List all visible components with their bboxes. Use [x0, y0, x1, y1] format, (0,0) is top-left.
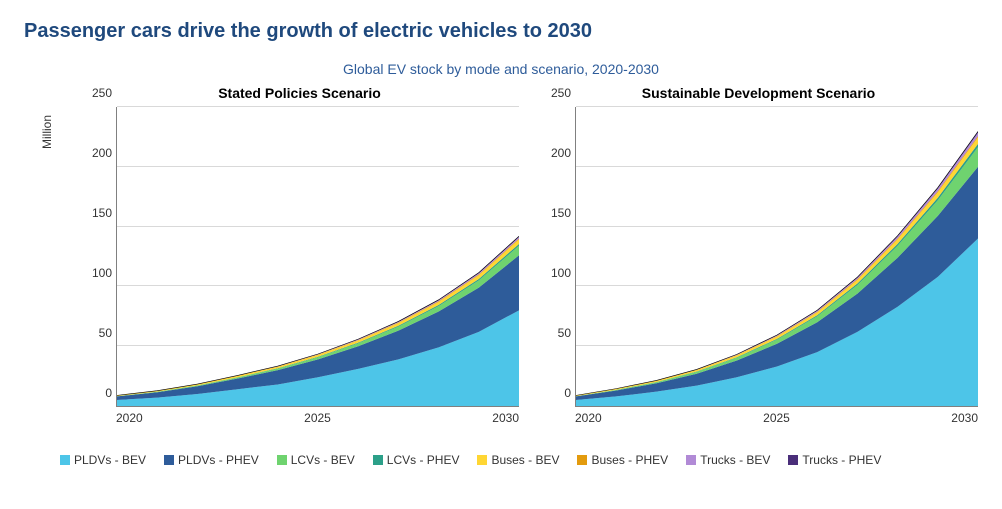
legend-swatch	[477, 455, 487, 465]
panel-left: Stated Policies Scenario 0 50 100 150 200 250 2…	[80, 85, 519, 427]
legend-label: Buses - BEV	[491, 453, 559, 467]
page-title: Passenger cars drive the growth of elect…	[24, 20, 978, 43]
panel-title: Sustainable Development Scenario	[539, 85, 978, 101]
ylabel-container: Million	[34, 85, 60, 139]
x-tick: 2025	[763, 411, 790, 425]
y-tick: 0	[105, 386, 112, 400]
legend-label: PLDVs - PHEV	[178, 453, 259, 467]
stacked-area-svg	[117, 107, 519, 406]
y-tick: 200	[92, 146, 112, 160]
y-tick: 0	[564, 386, 571, 400]
legend-label: LCVs - BEV	[291, 453, 355, 467]
legend-swatch	[60, 455, 70, 465]
legend-item: Buses - PHEV	[577, 453, 668, 467]
stacked-area-svg	[576, 107, 978, 406]
legend-label: PLDVs - BEV	[74, 453, 146, 467]
legend-item: LCVs - BEV	[277, 453, 355, 467]
legend-label: Trucks - PHEV	[802, 453, 881, 467]
plot-area	[575, 107, 978, 407]
legend-swatch	[277, 455, 287, 465]
legend-swatch	[373, 455, 383, 465]
y-tick: 100	[92, 266, 112, 280]
legend-swatch	[686, 455, 696, 465]
x-tick: 2025	[304, 411, 331, 425]
charts-container: Million Stated Policies Scenario 0 50 100 15…	[34, 85, 978, 427]
legend-swatch	[577, 455, 587, 465]
y-tick: 150	[92, 206, 112, 220]
y-tick: 250	[92, 86, 112, 100]
panel-title: Stated Policies Scenario	[80, 85, 519, 101]
x-tick: 2020	[116, 411, 143, 425]
y-tick: 50	[558, 326, 571, 340]
x-tick: 2030	[492, 411, 519, 425]
legend-item: Buses - BEV	[477, 453, 559, 467]
x-tick: 2030	[951, 411, 978, 425]
y-tick: 100	[551, 266, 571, 280]
y-tick: 150	[551, 206, 571, 220]
legend-swatch	[164, 455, 174, 465]
page-subtitle: Global EV stock by mode and scenario, 20…	[24, 61, 978, 77]
y-tick: 250	[551, 86, 571, 100]
y-tick: 200	[551, 146, 571, 160]
y-axis-label: Million	[40, 115, 54, 149]
legend-item: Trucks - BEV	[686, 453, 770, 467]
legend-label: Buses - PHEV	[591, 453, 668, 467]
legend-item: PLDVs - BEV	[60, 453, 146, 467]
x-tick: 2020	[575, 411, 602, 425]
panel-right: Sustainable Development Scenario 0 50 100 15…	[539, 85, 978, 427]
y-tick: 50	[99, 326, 112, 340]
legend-item: LCVs - PHEV	[373, 453, 460, 467]
legend: PLDVs - BEV PLDVs - PHEV LCVs - BEV LCVs - …	[60, 453, 978, 467]
plot-area	[116, 107, 519, 407]
legend-label: LCVs - PHEV	[387, 453, 460, 467]
legend-item: PLDVs - PHEV	[164, 453, 259, 467]
legend-label: Trucks - BEV	[700, 453, 770, 467]
legend-item: Trucks - PHEV	[788, 453, 881, 467]
legend-swatch	[788, 455, 798, 465]
